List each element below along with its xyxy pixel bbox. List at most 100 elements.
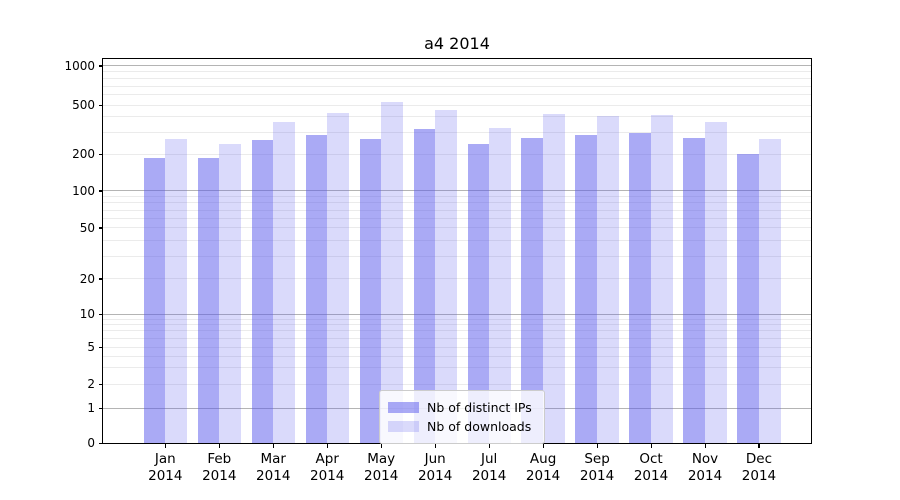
grid-line-minor — [103, 85, 811, 87]
bar-distinct-ips — [467, 144, 490, 443]
legend-swatch — [388, 421, 419, 432]
x-axis-tick-label: Oct 2014 — [621, 451, 681, 484]
x-tick-mark — [164, 444, 167, 448]
bar-distinct-ips — [359, 138, 382, 443]
x-tick-month: Apr — [315, 451, 339, 467]
y-tick-mark — [98, 278, 103, 280]
x-tick-mark — [380, 444, 382, 448]
grid-line-minor — [103, 104, 811, 106]
bar-downloads — [165, 138, 187, 443]
legend-row: Nb of distinct IPs — [388, 399, 536, 416]
x-tick-month: Nov — [691, 451, 719, 467]
y-tick-mark — [98, 190, 103, 192]
x-tick-mark — [542, 444, 544, 448]
x-tick-year: 2014 — [687, 467, 723, 484]
y-axis-tick-label: 50 — [79, 220, 95, 235]
x-tick-month: Feb — [207, 451, 232, 467]
y-tick-mark — [98, 442, 103, 444]
grid-line-minor — [103, 71, 811, 73]
y-axis-tick-label: 5 — [87, 340, 95, 354]
grid-line-minor — [103, 209, 811, 211]
grid-line-minor — [103, 318, 811, 320]
x-tick-month: Jun — [424, 451, 446, 467]
y-axis-tick-label: 20 — [79, 271, 95, 286]
y-axis-tick-label: 500 — [72, 98, 95, 112]
y-tick-mark — [98, 383, 103, 385]
x-tick-month: Oct — [639, 451, 663, 467]
bar-downloads — [489, 128, 511, 443]
x-axis-tick-label: Jun 2014 — [405, 451, 465, 484]
x-tick-mark — [650, 444, 652, 448]
x-tick-month: Dec — [745, 451, 773, 467]
y-axis-tick-label: 100 — [72, 183, 95, 198]
x-tick-year: 2014 — [202, 467, 237, 484]
x-tick-month: Sep — [584, 451, 610, 467]
bar-downloads — [705, 121, 727, 443]
grid-line-minor — [103, 94, 811, 96]
x-tick-mark — [596, 444, 598, 448]
x-tick-mark — [758, 444, 760, 448]
legend-label: Nb of downloads — [427, 419, 532, 434]
grid-line-minor — [103, 255, 811, 257]
x-axis-tick-label: Jan 2014 — [135, 451, 195, 484]
x-tick-month: Jan — [154, 451, 176, 467]
x-tick-month: Aug — [529, 451, 557, 467]
bar-downloads — [651, 114, 673, 443]
y-tick-mark — [98, 346, 103, 348]
y-axis-tick-label: 200 — [72, 147, 95, 161]
x-axis-tick-label: Jul 2014 — [459, 451, 519, 484]
grid-line-minor — [103, 202, 811, 204]
x-tick-year: 2014 — [633, 467, 669, 484]
grid-line-minor — [103, 330, 811, 332]
bar-downloads — [327, 113, 349, 443]
bar-distinct-ips — [197, 157, 220, 443]
x-tick-mark — [434, 444, 436, 448]
x-tick-month: Jul — [480, 451, 498, 467]
y-axis-tick-label: 10 — [79, 307, 95, 321]
grid-line-minor — [103, 116, 811, 118]
grid-line-major — [103, 65, 811, 67]
y-axis-tick-label: 2 — [87, 377, 95, 392]
grid-line-minor — [103, 355, 811, 357]
grid-line-minor — [103, 78, 811, 80]
bar-downloads — [381, 101, 403, 443]
bar-downloads — [219, 144, 241, 443]
y-tick-mark — [98, 65, 103, 67]
x-tick-mark — [218, 444, 221, 448]
bar-distinct-ips — [413, 128, 436, 443]
x-axis-tick-label: Feb 2014 — [189, 451, 249, 484]
x-axis-tick-label: May 2014 — [351, 451, 411, 484]
x-axis-tick-label: Dec 2014 — [729, 451, 789, 484]
x-tick-year: 2014 — [525, 467, 561, 484]
y-tick-mark — [98, 227, 103, 229]
x-axis-tick-label: Mar 2014 — [243, 451, 303, 484]
grid-line-minor — [103, 337, 811, 339]
x-axis-tick-label: Sep 2014 — [567, 451, 627, 484]
grid-line-major — [103, 190, 811, 192]
x-tick-year: 2014 — [363, 467, 399, 484]
bar-downloads — [543, 114, 565, 443]
y-tick-mark — [98, 407, 103, 409]
x-tick-month: Mar — [260, 451, 286, 467]
grid-line-minor — [103, 346, 811, 348]
x-axis-tick-label: Apr 2014 — [297, 451, 357, 484]
bar-downloads — [435, 110, 457, 443]
legend-swatch — [388, 402, 419, 413]
bar-downloads — [597, 116, 619, 443]
y-axis-tick-label: 1000 — [64, 58, 95, 73]
chart-title: a4 2014 — [424, 34, 490, 53]
grid-line-minor — [103, 324, 811, 326]
y-tick-mark — [98, 153, 103, 155]
x-tick-year: 2014 — [148, 467, 183, 484]
y-axis-tick-label: 0 — [87, 436, 95, 450]
grid-line-minor — [103, 217, 811, 219]
legend: Nb of distinct IPs Nb of downloads — [379, 390, 545, 444]
x-axis-tick-label: Nov 2014 — [675, 451, 735, 484]
bar-distinct-ips — [575, 135, 598, 443]
legend-label: Nb of distinct IPs — [427, 400, 532, 415]
x-tick-year: 2014 — [417, 467, 453, 484]
bar-distinct-ips — [305, 135, 328, 443]
bar-distinct-ips — [251, 139, 274, 443]
bar-distinct-ips — [683, 137, 705, 443]
